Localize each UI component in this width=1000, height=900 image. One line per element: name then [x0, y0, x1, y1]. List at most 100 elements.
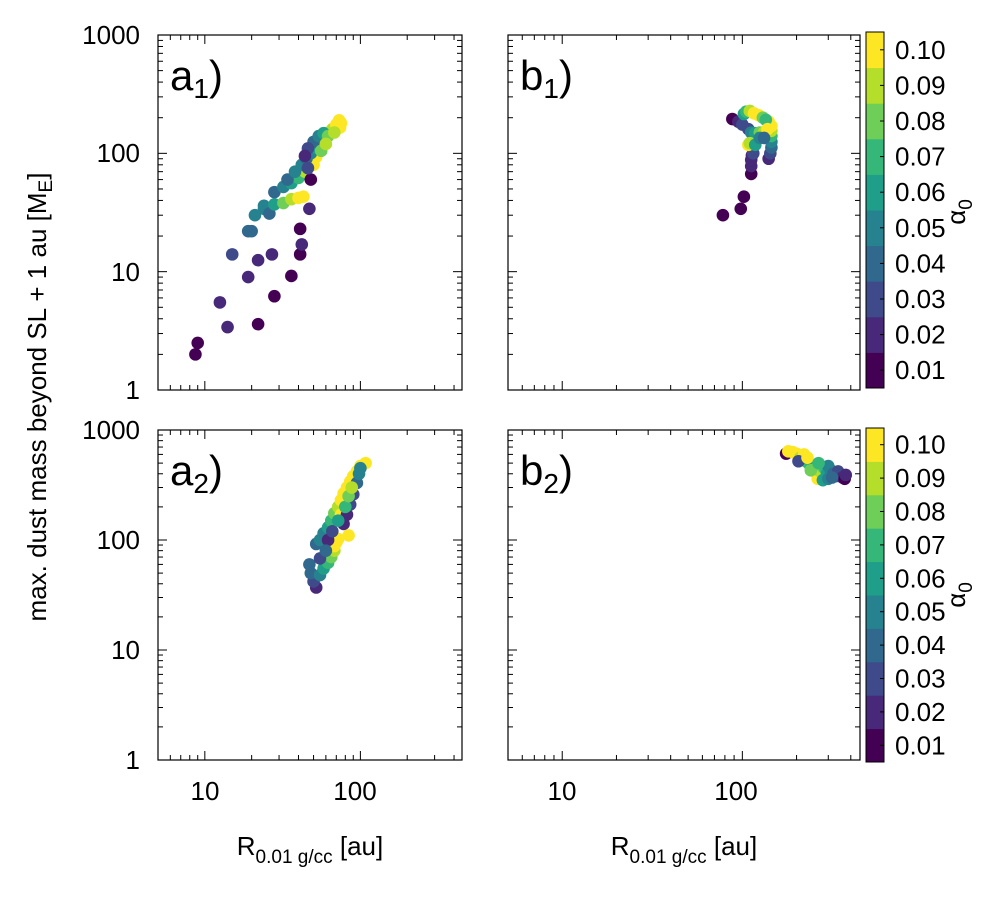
y-tick-label: 1000: [82, 20, 140, 50]
colorbar-swatch: [866, 695, 884, 730]
y-tick-label: 10: [111, 257, 140, 287]
data-point: [268, 289, 281, 303]
colorbar-tick-label: 0.02: [895, 320, 946, 350]
data-point: [759, 113, 773, 127]
data-point: [225, 248, 239, 261]
colorbar-swatch: [866, 174, 884, 211]
data-point: [326, 524, 339, 538]
panel-a1-frame: [157, 34, 463, 391]
panel-b2-points: [779, 445, 853, 487]
colorbar-swatch: [866, 628, 884, 663]
data-point: [345, 481, 359, 494]
data-point: [339, 500, 352, 514]
x-axis-title-left: R0.01 g/cc [au]: [237, 831, 383, 868]
data-point: [295, 238, 309, 251]
colorbar-swatch: [866, 67, 884, 104]
colorbar-tick-label: 0.01: [895, 730, 946, 760]
y-tick-label: 100: [97, 525, 140, 555]
panel-b1: b1): [507, 34, 861, 391]
data-point: [303, 558, 316, 571]
data-point: [293, 222, 307, 236]
x-tick-label: 100: [714, 776, 757, 806]
colorbar-tick-label: 0.08: [895, 497, 946, 527]
data-point: [248, 208, 262, 222]
panel-a2-frame: [157, 429, 463, 761]
data-point: [331, 514, 345, 527]
data-point: [757, 131, 771, 145]
colorbar-tick-label: 0.10: [895, 430, 946, 460]
y-tick-labels-bottom: 1 10 100 1000: [82, 415, 140, 775]
data-point: [319, 544, 333, 557]
colorbar-swatch: [866, 561, 884, 596]
panel-a2-points: [303, 456, 372, 594]
x-tick-label: 10: [548, 776, 577, 806]
colorbar-frame: [865, 427, 885, 763]
data-point: [737, 190, 751, 204]
colorbar-tick-label: 0.05: [895, 213, 946, 243]
colorbar-tick-label: 0.06: [895, 177, 946, 207]
data-point: [839, 468, 853, 482]
x-tick-label: 10: [191, 776, 220, 806]
data-point: [342, 529, 355, 542]
colorbar-tick-label: 0.06: [895, 563, 946, 593]
data-point: [734, 202, 748, 216]
y-axis-title: max. dust mass beyond SL + 1 au [ME]: [22, 173, 57, 622]
colorbar-swatch: [866, 138, 884, 175]
y-tick-label: 1000: [82, 415, 140, 445]
colorbar-tick-label: 0.08: [895, 106, 946, 136]
data-point: [328, 126, 341, 139]
data-point: [825, 471, 839, 484]
panel-b1-frame: [507, 34, 861, 391]
data-point: [812, 456, 825, 470]
colorbar-title-top: α0: [941, 199, 977, 225]
colorbar-swatch: [866, 494, 884, 529]
x-axis-title-right: R0.01 g/cc [au]: [611, 831, 757, 868]
colorbar-swatch: [866, 728, 884, 763]
data-point: [285, 269, 298, 283]
y-tick-label: 1: [126, 375, 140, 405]
panel-a1: a1): [157, 34, 463, 391]
y-tick-label: 100: [97, 138, 140, 168]
data-point: [281, 173, 294, 186]
data-point: [303, 202, 316, 216]
x-tick-labels: 10 100 10 100: [191, 776, 758, 806]
colorbar-tick-label: 0.04: [895, 630, 946, 660]
data-point: [319, 137, 333, 151]
colorbar-tick-label: 0.01: [895, 355, 946, 385]
y-tick-label: 10: [111, 635, 140, 665]
colorbar-swatch: [866, 461, 884, 496]
data-point: [301, 161, 315, 175]
colorbar-title-bottom: α0: [941, 582, 977, 608]
panel-a1-points: [189, 114, 348, 361]
data-point: [251, 317, 265, 331]
colorbar-tick-label: 0.02: [895, 697, 946, 727]
panel-b2-label: b2): [520, 447, 573, 499]
colorbar-tick-label: 0.03: [895, 284, 946, 314]
y-tick-labels-top: 1 10 100 1000: [82, 20, 140, 405]
data-point: [716, 208, 730, 222]
colorbar-frame: [865, 31, 885, 389]
data-point: [189, 348, 202, 361]
panel-b2: b2): [507, 429, 861, 761]
colorbar-swatch: [866, 352, 884, 389]
colorbar-top: 0.01 0.02 0.03 0.04 0.05 0.06 0.07 0.08 0.09 0.10: [865, 31, 946, 389]
panel-b2-frame: [507, 429, 861, 761]
data-point: [241, 270, 255, 284]
colorbar-tick-label: 0.09: [895, 70, 946, 100]
colorbar-bottom: 0.010.020.03 0.040.05 0.060.070.08 0.090.10: [865, 427, 946, 763]
colorbar-tick-label: 0.04: [895, 248, 946, 278]
colorbar-tick-label: 0.07: [895, 530, 946, 560]
data-point: [293, 248, 307, 261]
colorbar-tick-label: 0.03: [895, 664, 946, 694]
colorbar-swatch: [866, 32, 884, 69]
data-point: [221, 320, 234, 334]
colorbar-tick-label: 0.07: [895, 142, 946, 172]
data-point: [297, 190, 310, 204]
data-point: [251, 253, 265, 267]
panel-a1-label: a1): [170, 52, 223, 104]
y-tick-label: 1: [126, 745, 140, 775]
x-tick-label: 100: [333, 776, 376, 806]
data-point: [245, 224, 258, 238]
colorbar-tick-label: 0.05: [895, 597, 946, 627]
data-point: [354, 461, 367, 475]
